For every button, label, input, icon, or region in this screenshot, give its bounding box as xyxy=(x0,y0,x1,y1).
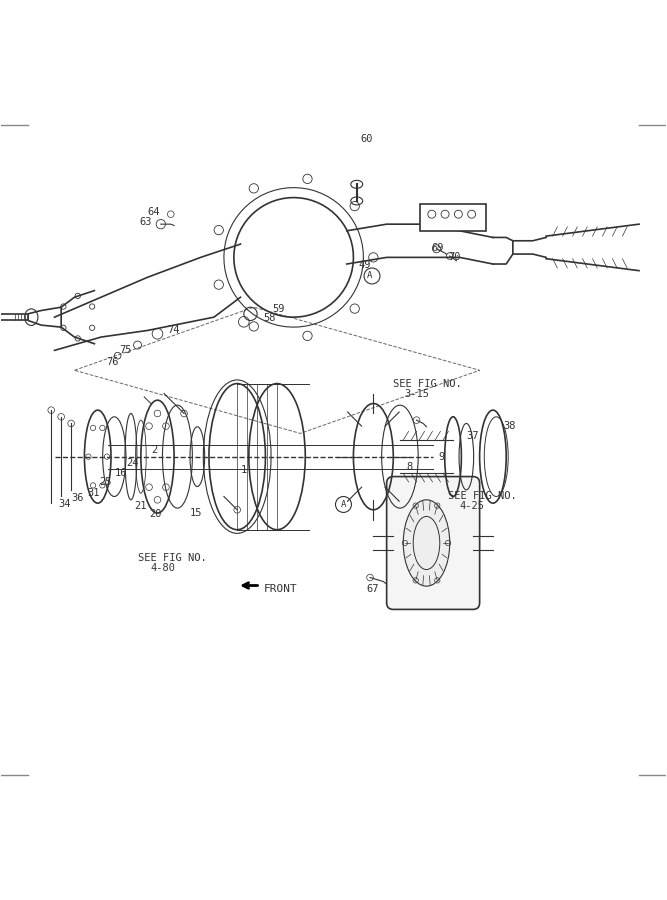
Text: 21: 21 xyxy=(134,501,147,511)
Text: SEE FIG NO.: SEE FIG NO. xyxy=(394,379,462,389)
Text: 75: 75 xyxy=(119,346,132,356)
Text: 63: 63 xyxy=(139,217,151,227)
Text: 2: 2 xyxy=(151,445,157,455)
FancyBboxPatch shape xyxy=(420,204,486,230)
Text: 20: 20 xyxy=(149,509,161,519)
Text: 8: 8 xyxy=(407,463,413,473)
Text: 4-25: 4-25 xyxy=(460,501,485,511)
Text: 3-15: 3-15 xyxy=(404,389,429,399)
Text: 64: 64 xyxy=(147,207,160,217)
Text: 16: 16 xyxy=(114,468,127,478)
Text: 67: 67 xyxy=(367,584,380,595)
Text: 36: 36 xyxy=(71,493,83,503)
Text: 24: 24 xyxy=(126,458,139,468)
Text: 59: 59 xyxy=(272,303,285,313)
Text: 15: 15 xyxy=(189,508,202,518)
Text: SEE FIG NO.: SEE FIG NO. xyxy=(137,553,206,562)
Text: 31: 31 xyxy=(88,488,100,499)
Text: A: A xyxy=(367,272,372,281)
Text: 70: 70 xyxy=(448,252,461,263)
Text: SEE FIG NO.: SEE FIG NO. xyxy=(448,491,516,501)
Ellipse shape xyxy=(404,500,450,586)
Text: 69: 69 xyxy=(432,243,444,253)
Text: 74: 74 xyxy=(167,326,180,336)
Text: 1: 1 xyxy=(241,465,247,475)
Text: 60: 60 xyxy=(360,134,373,144)
Text: 37: 37 xyxy=(466,431,479,441)
Text: 58: 58 xyxy=(263,313,276,323)
Text: A: A xyxy=(341,500,346,509)
Text: 38: 38 xyxy=(503,421,516,431)
Text: FRONT: FRONT xyxy=(263,584,297,595)
Text: 49: 49 xyxy=(359,260,372,270)
Text: 34: 34 xyxy=(58,500,70,509)
Text: 25: 25 xyxy=(99,477,112,487)
FancyBboxPatch shape xyxy=(387,477,480,609)
Text: 9: 9 xyxy=(438,452,445,462)
Text: 4-80: 4-80 xyxy=(151,562,176,572)
Text: 76: 76 xyxy=(106,357,119,367)
